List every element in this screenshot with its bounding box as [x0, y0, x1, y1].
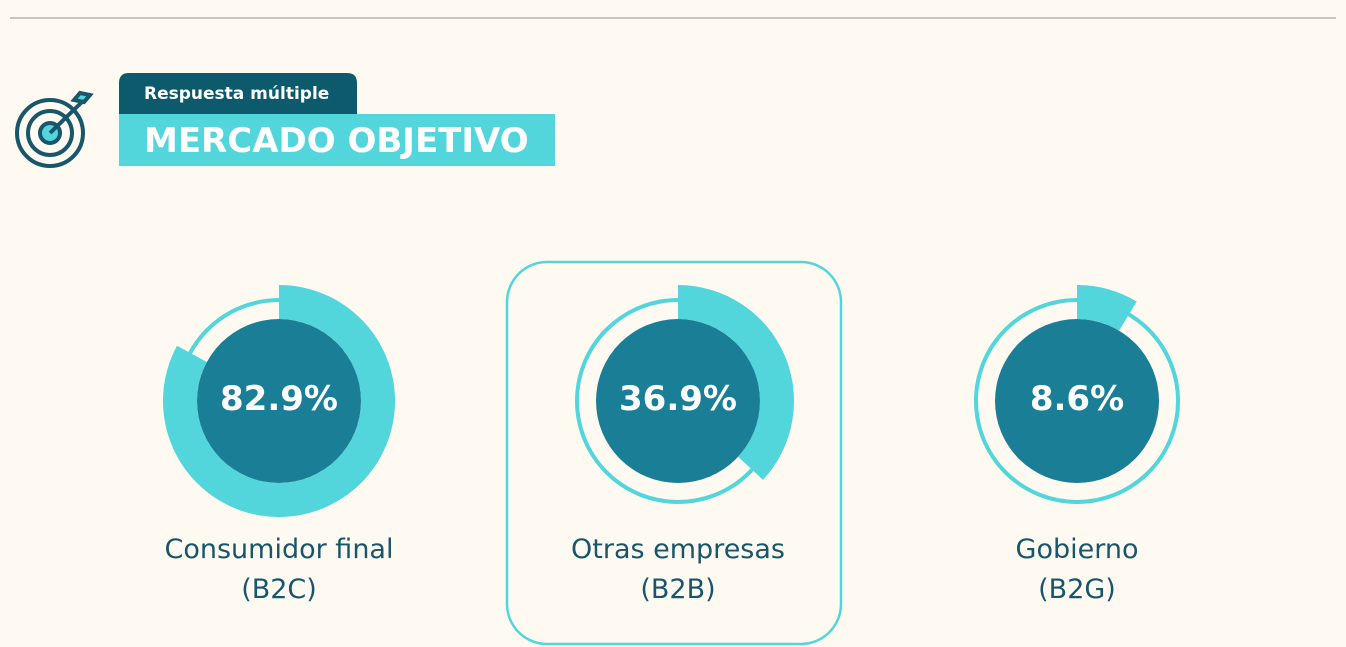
category-label: Consumidor final (B2C) — [164, 534, 394, 605]
value-label: 82.9% — [220, 379, 338, 419]
disc — [197, 319, 361, 483]
disc — [596, 319, 760, 483]
tag-bg — [119, 73, 357, 115]
tag: Respuesta múltiple — [144, 84, 330, 104]
arc — [678, 285, 794, 480]
title-bg — [119, 114, 555, 166]
category-label: Gobierno (B2G) — [1015, 534, 1139, 605]
disc — [995, 319, 1159, 483]
highlight-box — [505, 260, 843, 646]
category-label: Otras empresas (B2B) — [571, 534, 785, 605]
arc — [163, 285, 395, 517]
value-label: 8.6% — [1029, 379, 1125, 419]
target-icon — [15, 90, 94, 168]
value-label: 36.9% — [619, 379, 737, 419]
title: MERCADO OBJETIVO — [144, 121, 529, 161]
arc — [1077, 285, 1137, 331]
